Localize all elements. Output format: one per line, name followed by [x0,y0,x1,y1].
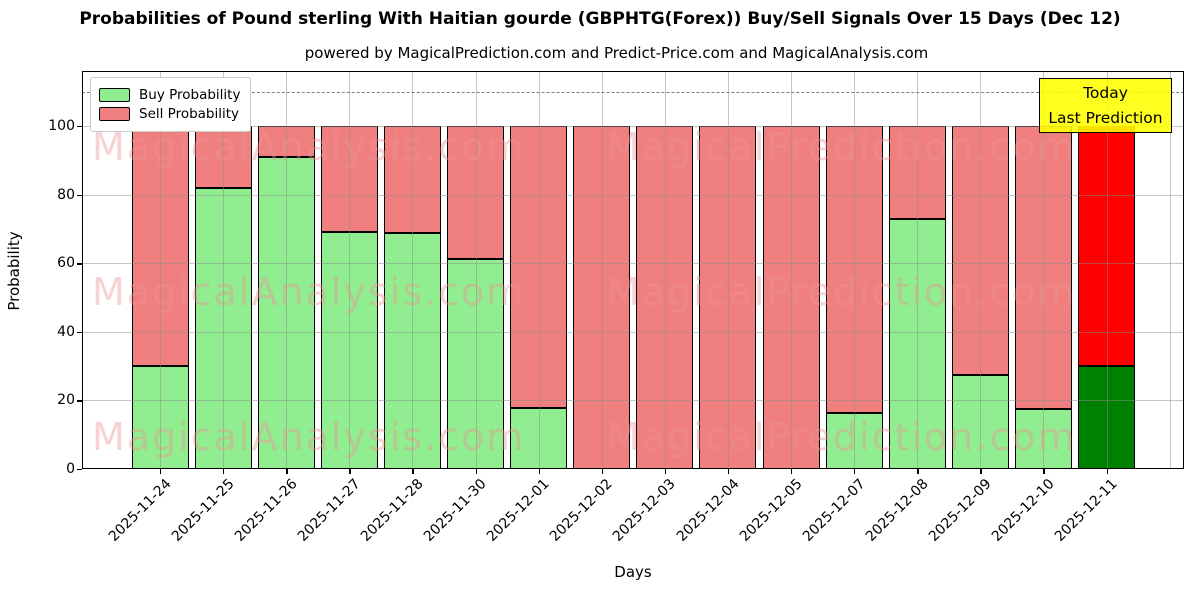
y-tick-label: 40 [57,323,75,340]
x-tick-mark [601,469,604,474]
gridline-v [538,71,540,469]
gridline-v [412,71,414,469]
x-tick-label: 2025-12-01 [484,476,553,545]
today-annotation-line2: Last Prediction [1048,109,1163,127]
x-tick-mark [349,469,351,474]
gridline-v [1169,71,1171,469]
x-tick-label: 2025-12-05 [736,476,806,545]
today-annotation: Today Last Prediction [1039,78,1172,133]
y-tick-mark [77,263,82,265]
x-tick-mark [475,469,477,474]
legend: Buy Probability Sell Probability [90,77,252,132]
y-tick-label: 100 [48,118,75,134]
gridline-h [82,331,1184,333]
x-tick-mark [854,469,856,474]
gridline-v [727,71,729,469]
buy-swatch-icon [99,88,130,102]
legend-label-sell: Sell Probability [139,106,240,122]
gridline-v [1106,71,1108,469]
x-tick-mark [286,469,288,474]
gridline-v [160,71,161,469]
gridline-v [917,71,919,469]
x-tick-label: 2025-11-27 [294,476,364,545]
gridline-v [286,71,288,469]
gridline-h [82,194,1184,196]
x-tick-mark [917,469,919,474]
gridline-v [1043,71,1045,469]
legend-item-buy: Buy Probability [99,87,240,103]
watermark-text: MagicalPrediction.com [607,415,1077,459]
x-tick-mark [1106,469,1108,474]
y-tick-label: 80 [57,186,75,203]
gridline-v [349,71,351,469]
x-tick-label: 2025-12-07 [799,476,869,545]
x-tick-label: 2025-11-24 [105,476,175,545]
gridline-v [223,71,225,469]
x-tick-mark [664,469,667,474]
x-tick-mark [727,469,730,474]
x-tick-mark [791,469,793,474]
x-axis-label: Days [614,563,652,581]
x-tick-label: 2025-11-25 [168,476,238,545]
gridline-v [980,71,982,469]
y-tick-mark [77,331,82,334]
x-tick-mark [1043,469,1045,474]
x-tick-label: 2025-11-26 [231,476,301,545]
x-tick-label: 2025-12-09 [925,476,995,545]
gridline-h [82,126,1184,127]
gridline-v [791,71,792,469]
x-tick-label: 2025-12-08 [862,476,932,545]
watermark-text: MagicalAnalysis.com [92,270,526,314]
gridline-v [475,71,477,469]
x-tick-mark [412,469,414,474]
gridline-v [601,71,603,469]
x-tick-label: 2025-11-28 [357,476,427,545]
x-tick-label: 2025-11-30 [420,476,490,545]
y-tick-mark [77,400,82,402]
x-tick-label: 2025-12-02 [547,476,617,545]
x-tick-label: 2025-12-03 [610,476,680,545]
y-tick-label: 60 [57,255,75,272]
gridline-v [664,71,666,469]
gridline-h [82,263,1184,265]
x-tick-mark [538,469,540,474]
legend-label-buy: Buy Probability [139,87,241,103]
chart-subtitle: powered by MagicalPrediction.com and Pre… [304,44,929,62]
y-tick-label: 0 [66,461,75,477]
gridline-v [854,71,856,469]
x-tick-label: 2025-12-04 [673,476,743,545]
x-tick-mark [223,469,225,474]
x-tick-mark [160,469,162,474]
today-annotation-line1: Today [1083,84,1128,102]
y-tick-mark [77,469,82,471]
legend-item-sell: Sell Probability [99,106,240,122]
watermark-text: MagicalPrediction.com [607,270,1077,314]
watermark-text: MagicalAnalysis.com [92,415,526,459]
y-tick-mark [77,194,82,196]
plot-area: Buy Probability Sell Probability Magical… [82,71,1184,469]
dashed-threshold-line [82,91,1184,93]
y-tick-label: 20 [57,392,75,409]
y-tick-mark [77,126,82,128]
x-tick-label: 2025-12-11 [1051,476,1121,545]
sell-swatch-icon [99,107,130,121]
watermark-text: MagicalAnalysis.com [92,125,526,169]
chart-title: Probabilities of Pound sterling With Hai… [79,9,1121,29]
gridline-h [82,400,1184,402]
x-tick-mark [980,469,982,474]
x-tick-label: 2025-12-10 [988,476,1058,545]
watermark-text: MagicalPrediction.com [607,125,1077,169]
